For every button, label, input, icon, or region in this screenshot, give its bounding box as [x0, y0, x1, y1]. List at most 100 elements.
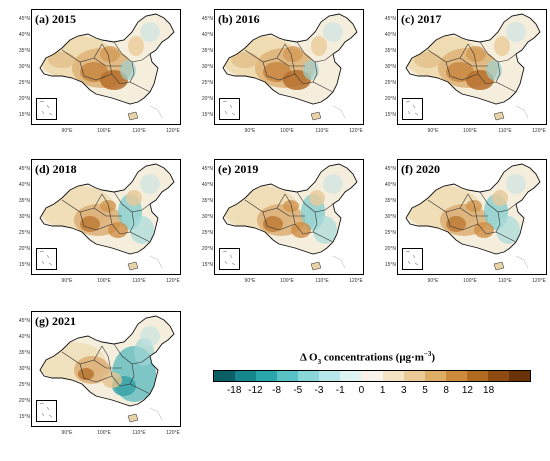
china-map: [39, 163, 175, 271]
latitude-label: 45°N: [384, 166, 396, 172]
colorbar-tick-label: 3: [401, 385, 407, 396]
latitude-label: 45°N: [18, 16, 30, 22]
longitude-label: 120°E: [349, 128, 363, 134]
map-panel-2017: (c) 2017 45°N 40°N 35°N 30°N 25°N 20°N 15°N 90°E…: [377, 3, 550, 138]
colorbar-segment: [508, 371, 530, 381]
panel-title: (g) 2021: [35, 314, 76, 328]
colorbar-tick-label: -3: [314, 385, 324, 396]
latitude-label: 25°N: [201, 230, 213, 236]
colorbar-tick-label: 8: [443, 385, 449, 396]
latitude-label: 15°N: [18, 414, 30, 420]
latitude-label: 40°N: [201, 182, 213, 188]
longitude-label: 90°E: [61, 430, 73, 436]
latitude-label: 20°N: [201, 96, 213, 102]
latitude-label: 30°N: [201, 64, 213, 70]
panel-title: (e) 2019: [218, 162, 259, 176]
legend-title: Δ O3 concentrations (μg·m−3): [300, 350, 436, 366]
latitude-label: 15°N: [18, 112, 30, 118]
latitude-label: 15°N: [201, 112, 213, 118]
colorbar-tick-label: -18: [226, 385, 242, 396]
latitude-label: 40°N: [18, 182, 30, 188]
map-panel-2020: (f) 2020 45°N 40°N 35°N 30°N 25°N 20°N 15°N 90°E…: [377, 153, 550, 288]
map-panel-2016: (b) 2016 45°N 40°N 35°N 30°N 25°N 20°N 15°N 90°E…: [194, 3, 369, 138]
colorbar-segment: [298, 371, 320, 381]
south-china-sea-inset: [402, 98, 423, 120]
south-china-sea-inset: [36, 248, 57, 270]
latitude-label: 40°N: [384, 182, 396, 188]
map-panel-2015: (a) 2015 45°N 40°N 35°N 30°N 25°N 20°N 15°N 90°E…: [11, 3, 186, 138]
south-china-sea-inset: [402, 248, 423, 270]
latitude-label: 30°N: [201, 214, 213, 220]
latitude-label: 20°N: [384, 246, 396, 252]
colorbar: [213, 370, 531, 382]
colorbar-tick-label: -1: [335, 385, 345, 396]
panel-title: (d) 2018: [35, 162, 77, 176]
colorbar-segment: [256, 371, 278, 381]
china-map: [39, 315, 175, 423]
china-map: [222, 163, 358, 271]
latitude-label: 20°N: [18, 398, 30, 404]
latitude-label: 45°N: [18, 166, 30, 172]
colorbar-segment: [214, 371, 236, 381]
longitude-label: 110°E: [132, 278, 146, 284]
latitude-label: 35°N: [18, 350, 30, 356]
longitude-label: 110°E: [132, 128, 146, 134]
map-frame: [214, 159, 364, 275]
longitude-label: 90°E: [61, 128, 73, 134]
latitude-label: 25°N: [18, 80, 30, 86]
longitude-label: 120°E: [532, 128, 546, 134]
south-china-sea-inset: [219, 248, 240, 270]
latitude-label: 45°N: [384, 16, 396, 22]
latitude-label: 15°N: [384, 112, 396, 118]
latitude-label: 20°N: [384, 96, 396, 102]
longitude-label: 110°E: [132, 430, 146, 436]
colorbar-segment: [403, 371, 425, 381]
longitude-label: 110°E: [315, 278, 329, 284]
latitude-label: 40°N: [18, 32, 30, 38]
longitude-label: 100°E: [280, 128, 294, 134]
colorbar-segment: [361, 371, 383, 381]
latitude-label: 40°N: [18, 334, 30, 340]
latitude-label: 35°N: [201, 198, 213, 204]
colorbar-tick-label: -8: [272, 385, 282, 396]
longitude-label: 90°E: [427, 128, 439, 134]
latitude-label: 40°N: [384, 32, 396, 38]
map-frame: [397, 9, 547, 125]
longitude-label: 110°E: [498, 128, 512, 134]
south-china-sea-inset: [36, 400, 57, 422]
latitude-label: 30°N: [18, 214, 30, 220]
colorbar-segment: [319, 371, 341, 381]
latitude-label: 35°N: [18, 198, 30, 204]
colorbar-tick-label: 18: [483, 385, 495, 396]
latitude-label: 35°N: [201, 48, 213, 54]
longitude-label: 90°E: [61, 278, 73, 284]
longitude-label: 120°E: [349, 278, 363, 284]
map-frame: [31, 9, 181, 125]
longitude-label: 100°E: [97, 128, 111, 134]
longitude-label: 90°E: [427, 278, 439, 284]
colorbar-segment: [424, 371, 446, 381]
colorbar-tick-label: -12: [248, 385, 263, 396]
latitude-label: 20°N: [18, 96, 30, 102]
south-china-sea-inset: [219, 98, 240, 120]
longitude-label: 100°E: [97, 278, 111, 284]
latitude-label: 15°N: [384, 262, 396, 268]
map-panel-2021: (g) 2021 45°N 40°N 35°N 30°N 25°N 20°N 15°N 90°E…: [11, 305, 186, 440]
map-frame: [397, 159, 547, 275]
colorbar-tick-label: 0: [358, 385, 365, 396]
longitude-label: 120°E: [166, 278, 180, 284]
latitude-label: 45°N: [201, 166, 213, 172]
colorbar-segment: [466, 371, 488, 381]
longitude-label: 90°E: [244, 278, 256, 284]
latitude-label: 30°N: [18, 64, 30, 70]
colorbar-segment: [340, 371, 362, 381]
latitude-label: 45°N: [18, 318, 30, 324]
map-panel-2018: (d) 2018 45°N 40°N 35°N 30°N 25°N 20°N 15°N 90°E…: [11, 153, 186, 288]
latitude-label: 30°N: [384, 64, 396, 70]
china-map: [405, 163, 541, 271]
colorbar-segment: [487, 371, 509, 381]
longitude-label: 100°E: [463, 278, 477, 284]
latitude-label: 20°N: [18, 246, 30, 252]
latitude-label: 30°N: [18, 366, 30, 372]
latitude-label: 35°N: [384, 48, 396, 54]
